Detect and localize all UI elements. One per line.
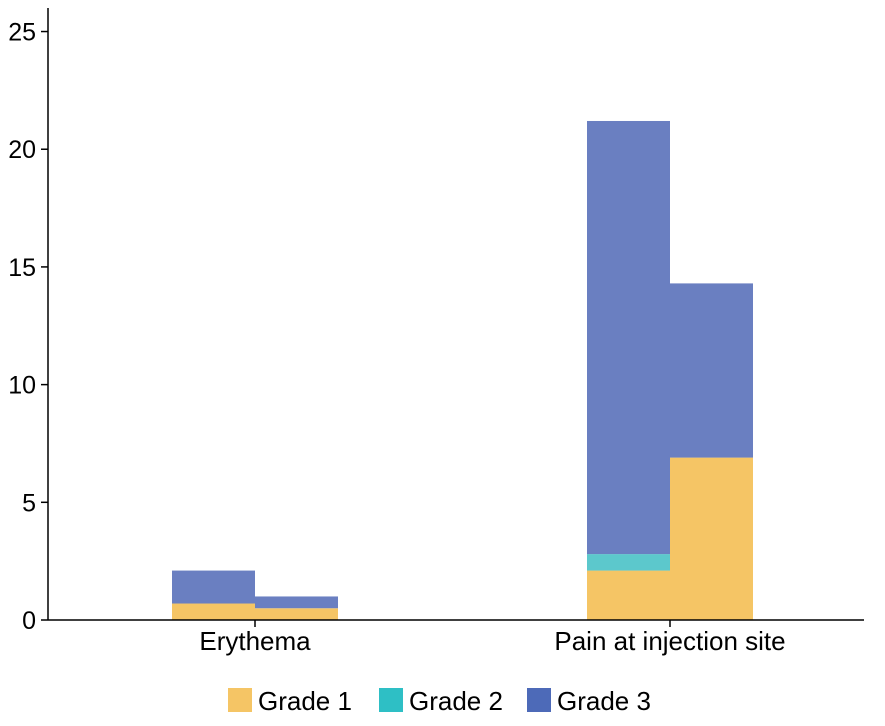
- y-tick-label: 0: [22, 607, 36, 635]
- bar-pain-at-injection-site-1-grade-1: [587, 570, 670, 620]
- legend-swatch-grade-2: [379, 688, 403, 712]
- y-tick-label: 25: [8, 19, 36, 47]
- legend: Grade 1 Grade 2 Grade 3: [228, 686, 651, 716]
- bars-layer: [172, 120, 753, 620]
- legend-label-grade-1: Grade 1: [258, 686, 352, 716]
- y-tick-label: 5: [22, 489, 36, 517]
- x-labels-layer: Erythema Pain at injection site: [199, 620, 786, 656]
- bar-erythema-2-grade-3: [255, 596, 338, 609]
- x-tick-label-pain-at-injection-site: Pain at injection site: [554, 626, 785, 656]
- bar-pain-at-injection-site-1-grade-2: [587, 554, 670, 571]
- bar-pain-at-injection-site-1-grade-3: [587, 120, 670, 555]
- legend-swatch-grade-3: [527, 688, 551, 712]
- y-ticks-layer: 0 5 10 15 20 25: [8, 19, 48, 635]
- legend-swatch-grade-1: [228, 688, 252, 712]
- y-tick-label: 15: [8, 254, 36, 282]
- bar-erythema-2-grade-1: [255, 608, 338, 620]
- x-tick-label-erythema: Erythema: [199, 626, 311, 656]
- y-tick-label: 20: [8, 136, 36, 164]
- bar-pain-at-injection-site-2-grade-3: [670, 283, 753, 458]
- y-tick-label: 10: [8, 372, 36, 400]
- bar-erythema-1-grade-1: [172, 603, 255, 620]
- bar-erythema-1-grade-3: [172, 570, 255, 604]
- legend-label-grade-2: Grade 2: [409, 686, 503, 716]
- bar-pain-at-injection-site-2-grade-1: [670, 457, 753, 620]
- legend-label-grade-3: Grade 3: [557, 686, 651, 716]
